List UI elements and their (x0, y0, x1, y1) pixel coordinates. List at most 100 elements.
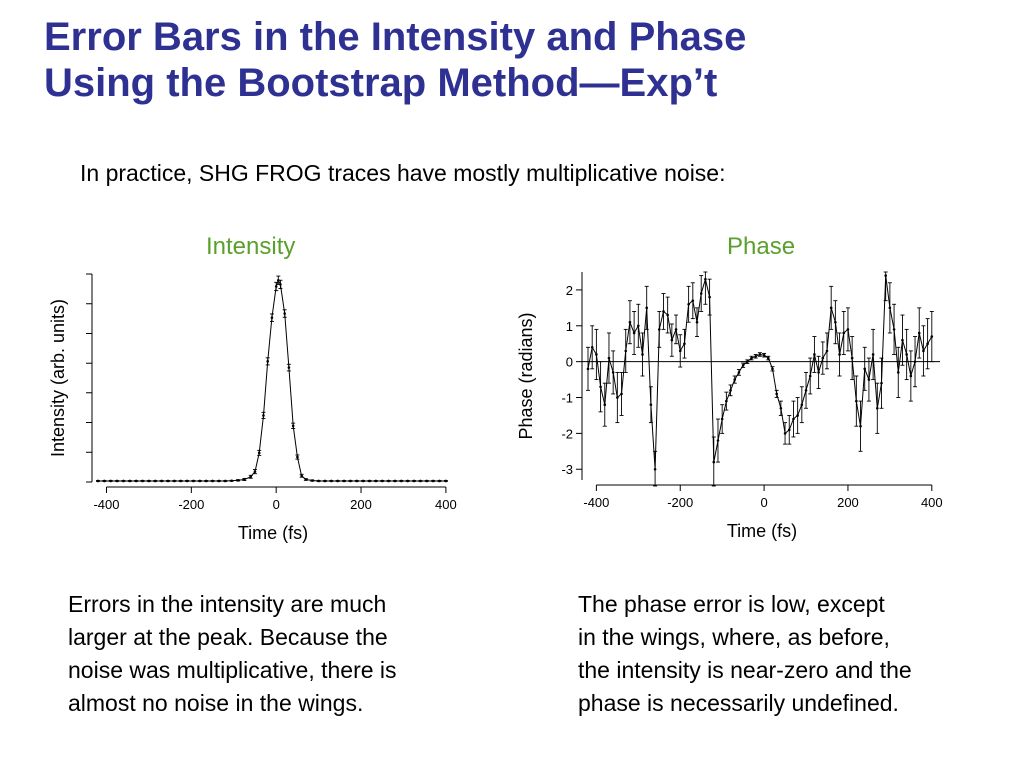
data-point (791, 400, 796, 438)
caption-left: Errors in the intensity are much larger … (68, 588, 397, 720)
phase-panel-title: Phase (727, 233, 796, 260)
data-marker (291, 424, 295, 428)
data-point (770, 366, 775, 372)
data-point (887, 282, 892, 334)
data-point (804, 371, 809, 409)
data-marker (905, 353, 908, 356)
data-marker (374, 479, 378, 483)
data-marker (683, 342, 686, 346)
data-marker (611, 371, 615, 374)
data-point (917, 307, 922, 359)
caption-right-line-2: in the wings, where, as before, (578, 624, 890, 650)
data-marker (796, 414, 799, 417)
data-point (808, 357, 813, 395)
data-point (269, 313, 274, 322)
data-marker (134, 479, 138, 483)
data-marker (913, 360, 917, 363)
data-point (757, 352, 762, 357)
data-marker (653, 467, 657, 471)
data-point (322, 479, 327, 483)
data-point (783, 422, 788, 445)
data-marker (704, 277, 707, 281)
data-marker (708, 295, 711, 299)
data-marker (670, 338, 674, 342)
slide-title-line-1: Error Bars in the Intensity and Phase (44, 15, 747, 59)
data-point (405, 479, 410, 483)
data-marker (211, 479, 214, 483)
data-marker (775, 392, 778, 396)
data-point (657, 310, 662, 348)
y-tick-label: 2 (566, 283, 573, 298)
data-marker (249, 475, 253, 479)
data-marker (310, 479, 314, 482)
intensity-panel-title: Intensity (206, 233, 296, 260)
data-point (665, 296, 670, 334)
data-point (386, 479, 391, 483)
data-point (862, 346, 867, 391)
data-point (443, 479, 448, 483)
data-point (210, 479, 215, 483)
data-marker (262, 414, 265, 417)
data-marker (266, 360, 269, 363)
x-tick-label: 200 (837, 495, 859, 510)
data-marker (355, 479, 359, 483)
data-point (778, 400, 783, 416)
data-point (699, 275, 704, 312)
caption-right: The phase error is low, except in the wi… (578, 588, 912, 720)
data-marker (400, 479, 403, 483)
x-tick-label: -400 (583, 495, 609, 510)
data-marker (270, 316, 274, 319)
data-point (265, 357, 270, 366)
data-point (678, 334, 683, 368)
data-point (278, 279, 283, 290)
data-marker (361, 479, 365, 483)
data-point (412, 479, 417, 483)
data-marker (349, 479, 352, 483)
data-marker (716, 439, 720, 442)
data-marker (729, 389, 732, 392)
data-marker (586, 367, 590, 371)
data-marker (808, 374, 812, 378)
x-tick-label: -200 (667, 495, 693, 510)
data-marker (695, 320, 699, 324)
data-marker (230, 479, 233, 483)
data-marker (645, 306, 648, 310)
data-point (866, 357, 871, 402)
data-point (252, 469, 257, 475)
data-marker (317, 479, 320, 483)
data-point (753, 354, 758, 359)
data-marker (762, 353, 766, 357)
data-point (606, 332, 611, 384)
data-marker (754, 354, 758, 358)
data-marker (917, 331, 921, 335)
data-marker (662, 310, 665, 313)
data-marker (166, 479, 170, 483)
data-marker (304, 478, 308, 481)
data-marker (888, 306, 892, 310)
data-point (166, 479, 170, 483)
data-point (291, 422, 296, 429)
data-point (102, 479, 107, 483)
caption-left-line-1: Errors in the intensity are much (68, 591, 387, 617)
data-point (431, 479, 436, 483)
series-line (98, 278, 446, 482)
data-point (134, 479, 139, 483)
data-point (715, 418, 720, 463)
data-marker (103, 479, 106, 483)
data-marker (930, 335, 934, 338)
y-tick-label: -3 (561, 462, 573, 477)
data-marker (412, 479, 416, 483)
data-marker (712, 460, 716, 464)
data-marker (279, 283, 282, 286)
data-point (115, 479, 120, 483)
data-point (736, 369, 741, 376)
data-marker (871, 353, 875, 356)
data-marker (741, 363, 745, 367)
data-marker (431, 479, 435, 483)
data-marker (787, 428, 791, 432)
data-point (762, 352, 767, 358)
x-tick-label: 0 (273, 497, 280, 512)
data-marker (876, 406, 879, 410)
data-point (661, 293, 666, 330)
data-point (711, 436, 716, 487)
